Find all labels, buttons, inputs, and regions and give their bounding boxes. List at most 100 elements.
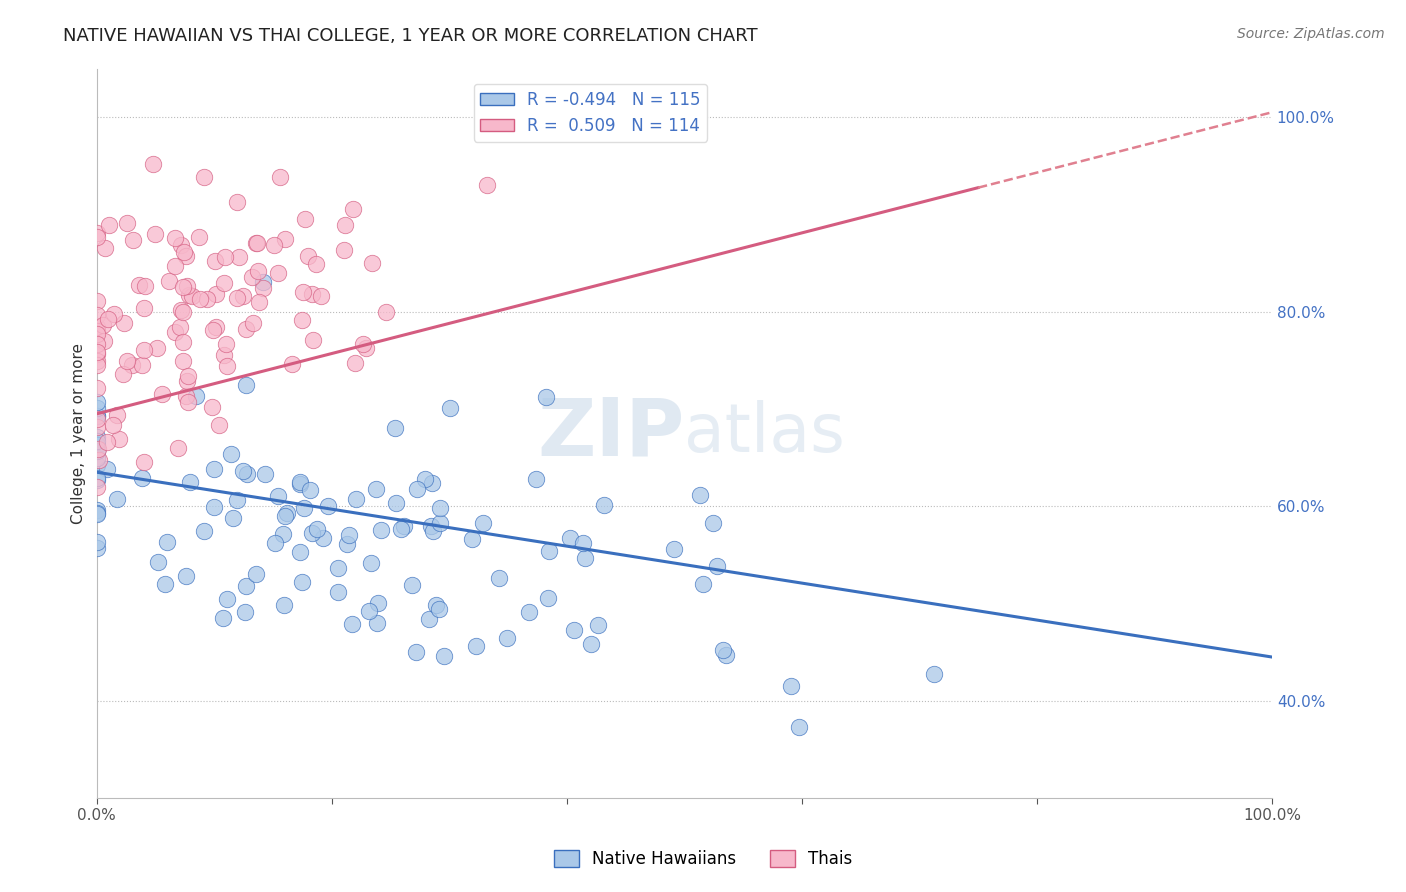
Point	[86, 326, 108, 341]
Point	[86, 226, 108, 240]
Point	[235, 322, 257, 336]
Point	[352, 336, 374, 351]
Point	[245, 236, 267, 251]
Point	[193, 170, 215, 185]
Point	[427, 602, 450, 616]
Point	[361, 256, 384, 270]
Point	[93, 334, 115, 348]
Point	[172, 353, 194, 368]
Point	[219, 447, 242, 461]
Point	[212, 611, 235, 625]
Point	[177, 395, 200, 409]
Point	[374, 305, 396, 319]
Point	[165, 230, 187, 244]
Point	[103, 307, 125, 321]
Point	[187, 229, 209, 244]
Point	[332, 243, 354, 257]
Point	[86, 345, 108, 359]
Point	[105, 409, 128, 423]
Point	[128, 278, 150, 293]
Point	[193, 524, 215, 539]
Point	[281, 357, 304, 371]
Text: Source: ZipAtlas.com: Source: ZipAtlas.com	[1237, 27, 1385, 41]
Point	[366, 615, 388, 630]
Point	[86, 444, 108, 458]
Point	[86, 541, 108, 555]
Point	[235, 377, 257, 392]
Point	[267, 266, 290, 280]
Point	[91, 318, 114, 333]
Point	[716, 648, 738, 662]
Point	[121, 233, 143, 247]
Point	[662, 542, 685, 557]
Point	[267, 489, 290, 503]
Point	[524, 472, 547, 486]
Point	[301, 287, 323, 301]
Point	[86, 395, 108, 409]
Point	[208, 417, 231, 432]
Point	[86, 382, 108, 396]
Point	[711, 643, 734, 657]
Point	[432, 648, 454, 663]
Point	[86, 450, 108, 465]
Point	[86, 293, 108, 308]
Point	[360, 556, 382, 570]
Point	[263, 238, 285, 252]
Point	[212, 348, 235, 362]
Point	[172, 305, 194, 319]
Point	[298, 483, 321, 498]
Point	[236, 467, 259, 481]
Point	[94, 241, 117, 255]
Point	[496, 631, 519, 645]
Point	[174, 249, 197, 263]
Point	[271, 527, 294, 541]
Point	[562, 624, 585, 638]
Point	[391, 522, 413, 536]
Point	[200, 400, 222, 414]
Point	[86, 409, 108, 423]
Legend: R = -0.494   N = 115, R =  0.509   N = 114: R = -0.494 N = 115, R = 0.509 N = 114	[474, 84, 707, 142]
Point	[226, 194, 249, 209]
Point	[205, 287, 228, 301]
Point	[86, 409, 108, 423]
Point	[228, 250, 250, 264]
Point	[86, 358, 108, 372]
Point	[131, 470, 153, 484]
Point	[173, 244, 195, 259]
Point	[247, 264, 270, 278]
Text: NATIVE HAWAIIAN VS THAI COLLEGE, 1 YEAR OR MORE CORRELATION CHART: NATIVE HAWAIIAN VS THAI COLLEGE, 1 YEAR …	[63, 27, 758, 45]
Point	[312, 531, 335, 545]
Point	[274, 508, 297, 523]
Point	[204, 253, 226, 268]
Point	[170, 303, 193, 318]
Point	[342, 202, 364, 217]
Point	[405, 645, 427, 659]
Point	[307, 522, 329, 536]
Point	[273, 598, 295, 612]
Point	[779, 679, 801, 693]
Point	[96, 435, 118, 450]
Point	[706, 558, 728, 573]
Point	[294, 212, 316, 227]
Point	[179, 288, 201, 302]
Point	[86, 471, 108, 485]
Point	[291, 574, 314, 589]
Point	[292, 500, 315, 515]
Point	[422, 476, 444, 491]
Point	[592, 498, 614, 512]
Point	[425, 598, 447, 612]
Point	[163, 260, 186, 274]
Point	[301, 333, 323, 347]
Point	[367, 596, 389, 610]
Point	[97, 218, 120, 232]
Point	[96, 462, 118, 476]
Point	[288, 475, 311, 489]
Point	[179, 475, 201, 490]
Point	[922, 667, 945, 681]
Point	[328, 585, 350, 599]
Point	[86, 320, 108, 334]
Point	[86, 535, 108, 549]
Point	[232, 289, 254, 303]
Point	[364, 482, 387, 496]
Point	[156, 535, 179, 549]
